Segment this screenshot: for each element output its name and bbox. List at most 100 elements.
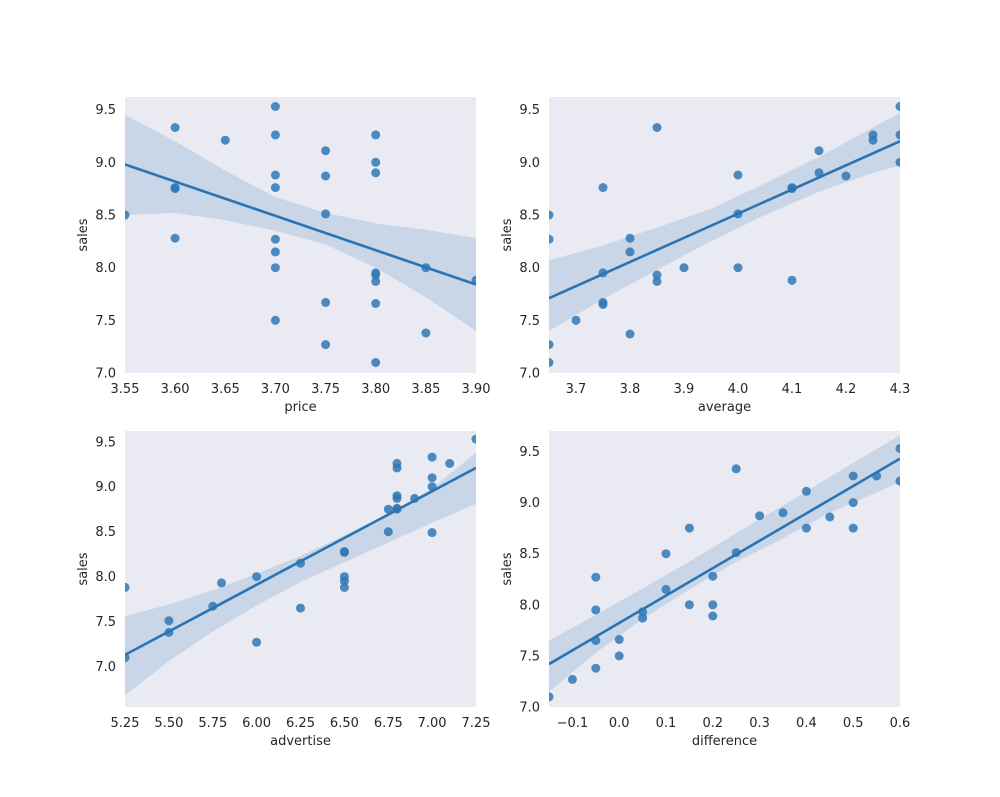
confidence-band bbox=[549, 112, 900, 331]
y-tick-label: 8.0 bbox=[519, 598, 540, 613]
scatter-point bbox=[591, 663, 601, 673]
scatter-point bbox=[125, 582, 130, 592]
scatter-point bbox=[383, 504, 393, 514]
scatter-point bbox=[217, 578, 226, 588]
x-tick-label: 3.80 bbox=[361, 382, 390, 397]
x-tick-label: 0.1 bbox=[656, 716, 677, 731]
scatter-point bbox=[801, 523, 811, 533]
y-tick-label: 8.0 bbox=[519, 261, 540, 276]
scatter-point bbox=[868, 135, 878, 145]
scatter-point bbox=[270, 130, 280, 140]
scatter-point bbox=[549, 234, 554, 244]
scatter-point bbox=[638, 613, 648, 623]
scatter-point bbox=[270, 263, 280, 273]
scatter-point bbox=[591, 572, 601, 582]
plot-content bbox=[549, 435, 900, 702]
y-tick-label: 8.0 bbox=[95, 261, 116, 276]
x-tick-label: 0.0 bbox=[609, 716, 630, 731]
scatter-point bbox=[321, 297, 331, 307]
y-tick-label: 9.0 bbox=[519, 496, 540, 511]
x-tick-label: 3.65 bbox=[211, 382, 240, 397]
x-tick-label: 0.5 bbox=[843, 716, 864, 731]
scatter-point bbox=[549, 210, 554, 220]
x-tick-label: 3.9 bbox=[674, 382, 695, 397]
scatter-point bbox=[708, 571, 718, 581]
scatter-point bbox=[270, 234, 280, 244]
y-axis-label: sales bbox=[76, 552, 91, 585]
confidence-band bbox=[125, 114, 476, 331]
scatter-point bbox=[427, 473, 437, 483]
scatter-point bbox=[270, 315, 280, 325]
scatter-point bbox=[841, 171, 851, 181]
scatter-point bbox=[895, 443, 900, 453]
x-axis-label: advertise bbox=[270, 734, 331, 749]
y-tick-label: 7.5 bbox=[95, 314, 116, 329]
plot-content bbox=[549, 102, 900, 367]
confidence-band bbox=[549, 435, 900, 692]
y-tick-label: 9.5 bbox=[519, 103, 540, 118]
x-tick-label: 0.2 bbox=[702, 716, 723, 731]
y-axis-label: sales bbox=[500, 218, 515, 251]
scatter-point bbox=[371, 276, 381, 286]
y-tick-label: 7.0 bbox=[95, 660, 116, 675]
scatter-point bbox=[625, 247, 635, 257]
x-axis-label: difference bbox=[692, 734, 757, 749]
x-tick-label: 3.60 bbox=[161, 382, 190, 397]
scatter-point bbox=[252, 572, 262, 582]
y-tick-label: 8.5 bbox=[519, 547, 540, 562]
x-tick-label: 3.55 bbox=[111, 382, 140, 397]
scatter-point bbox=[778, 508, 788, 518]
scatter-point bbox=[733, 263, 743, 273]
scatter-point bbox=[296, 603, 305, 613]
scatter-point bbox=[339, 582, 349, 592]
scatter-point bbox=[339, 547, 349, 557]
scatter-point bbox=[392, 463, 402, 473]
subplot-average: 3.7 3.8 3.9 4.0 4.1 4.2 4.3 7.0 7.5 8.0 8.5 9.0 9.5 a… bbox=[500, 97, 910, 415]
scatter-point bbox=[625, 233, 635, 243]
scatter-point bbox=[684, 600, 694, 610]
y-tick-label: 7.5 bbox=[519, 314, 540, 329]
regression-line bbox=[125, 163, 476, 286]
scatter-point bbox=[549, 340, 554, 350]
scatter-point bbox=[848, 498, 858, 508]
scatter-point bbox=[383, 527, 393, 537]
scatter-point bbox=[895, 102, 900, 111]
scatter-point bbox=[321, 171, 331, 181]
y-tick-label: 9.0 bbox=[95, 480, 116, 495]
x-tick-label: 4.3 bbox=[890, 382, 911, 397]
scatter-point bbox=[427, 528, 437, 538]
scatter-point bbox=[170, 184, 180, 194]
y-tick-label: 9.5 bbox=[519, 445, 540, 460]
scatter-point bbox=[321, 340, 331, 350]
scatter-point bbox=[270, 170, 280, 180]
scatter-point bbox=[549, 358, 554, 367]
scatter-point bbox=[814, 146, 824, 156]
scatter-point bbox=[571, 315, 581, 325]
scatter-point bbox=[371, 358, 381, 367]
x-tick-label: −0.1 bbox=[557, 716, 589, 731]
x-tick-label: 4.1 bbox=[782, 382, 803, 397]
scatter-point bbox=[371, 157, 381, 167]
x-tick-label: 5.75 bbox=[198, 716, 227, 731]
subplot-difference: −0.1 0.0 0.1 0.2 0.3 0.4 0.5 0.6 7.0 7.5 8.0 8.5 9.0… bbox=[500, 431, 910, 749]
y-axis-label: sales bbox=[76, 218, 91, 251]
x-tick-label: 4.0 bbox=[728, 382, 749, 397]
x-tick-label: 5.25 bbox=[111, 716, 140, 731]
scatter-point bbox=[652, 276, 662, 286]
scatter-point bbox=[731, 464, 741, 474]
scatter-point bbox=[270, 247, 280, 257]
regression-line bbox=[125, 466, 476, 657]
scatter-point bbox=[125, 210, 130, 220]
x-tick-label: 3.8 bbox=[620, 382, 641, 397]
scatter-point bbox=[661, 549, 671, 559]
scatter-point bbox=[625, 329, 635, 339]
y-tick-label: 7.5 bbox=[95, 615, 116, 630]
scatter-point bbox=[614, 651, 624, 661]
scatter-point bbox=[220, 135, 230, 145]
regression-line bbox=[549, 457, 900, 666]
scatter-point bbox=[371, 270, 381, 280]
scatter-point bbox=[598, 183, 608, 193]
scatter-point bbox=[787, 275, 797, 285]
scatter-point bbox=[679, 263, 689, 273]
